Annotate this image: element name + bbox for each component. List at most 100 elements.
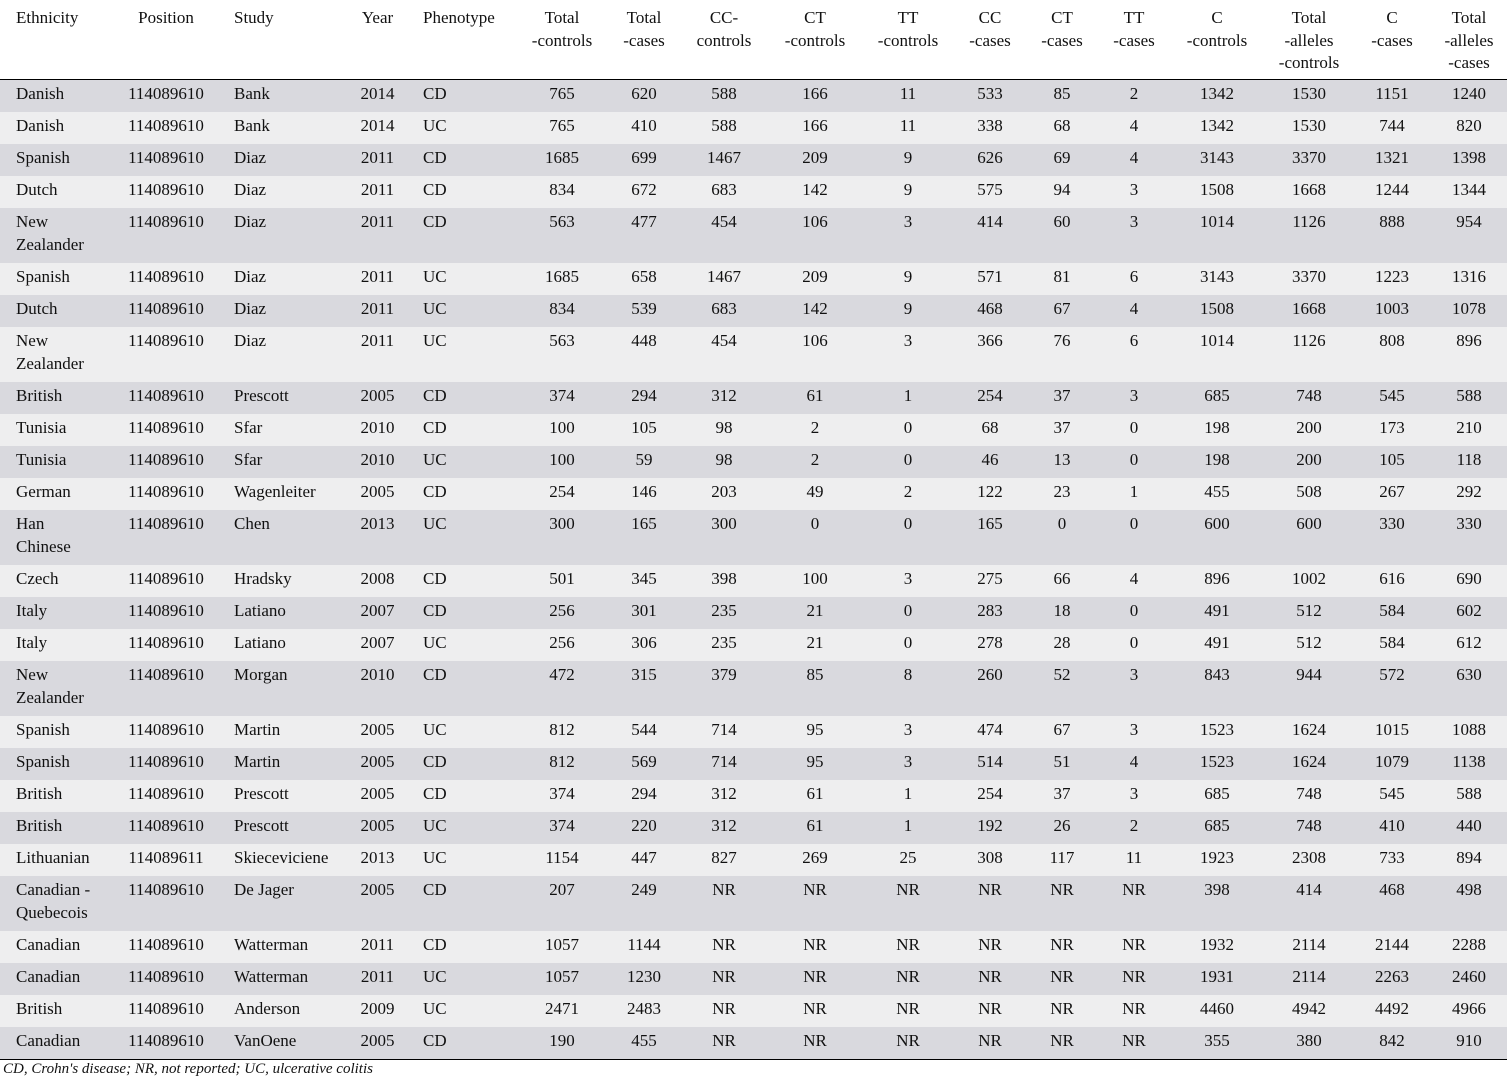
- table-cell: 21: [769, 629, 861, 661]
- table-cell: 308: [955, 844, 1025, 876]
- table-cell: 114089610: [110, 478, 222, 510]
- table-cell: 68: [955, 414, 1025, 446]
- table-cell: 114089610: [110, 144, 222, 176]
- cell-text: Italy: [16, 633, 48, 652]
- table-cell: New Zealander: [0, 661, 110, 716]
- table-cell: Anderson: [222, 995, 350, 1027]
- cell-text: Canadian: [16, 935, 81, 954]
- table-cell: 3: [1099, 780, 1169, 812]
- cell-text: British: [16, 386, 63, 405]
- table-cell: 690: [1431, 565, 1507, 597]
- table-cell: CD: [405, 780, 515, 812]
- table-cell: 198: [1169, 414, 1265, 446]
- table-cell: CD: [405, 79, 515, 112]
- table-cell: 165: [955, 510, 1025, 565]
- table-cell: 1316: [1431, 263, 1507, 295]
- column-header: C -controls: [1169, 0, 1265, 80]
- table-cell: 11: [1099, 844, 1169, 876]
- table-cell: NR: [955, 995, 1025, 1027]
- table-cell: NR: [1025, 1027, 1099, 1060]
- table-cell: 4: [1099, 748, 1169, 780]
- table-cell: 714: [679, 716, 769, 748]
- table-cell: NR: [1099, 876, 1169, 931]
- table-cell: 3143: [1169, 144, 1265, 176]
- table-cell: NR: [679, 876, 769, 931]
- cell-text: Tunisia: [16, 418, 67, 437]
- table-cell: 588: [1431, 780, 1507, 812]
- table-cell: 683: [679, 176, 769, 208]
- column-header: C -cases: [1353, 0, 1431, 80]
- table-cell: Morgan: [222, 661, 350, 716]
- table-cell: 2: [1099, 79, 1169, 112]
- table-cell: 2011: [350, 263, 405, 295]
- table-cell: 512: [1265, 629, 1353, 661]
- table-cell: NR: [1025, 931, 1099, 963]
- table-cell: 345: [609, 565, 679, 597]
- table-cell: CD: [405, 144, 515, 176]
- table-row: Spanish 114089610 Diaz 2011 UC 1685 658 1467 209…: [0, 263, 1507, 295]
- table-cell: 3: [861, 716, 955, 748]
- table-cell: 60: [1025, 208, 1099, 263]
- table-cell: 4: [1099, 565, 1169, 597]
- table-cell: NR: [955, 1027, 1025, 1060]
- table-cell: 94: [1025, 176, 1099, 208]
- table-cell: NR: [1099, 931, 1169, 963]
- table-cell: UC: [405, 995, 515, 1027]
- table-cell: 106: [769, 327, 861, 382]
- cell-text: Spanish: [16, 148, 70, 167]
- table-cell: 114089610: [110, 176, 222, 208]
- table-cell: 0: [861, 597, 955, 629]
- table-cell: 9: [861, 144, 955, 176]
- column-header: Year: [350, 0, 405, 80]
- table-cell: NR: [769, 1027, 861, 1060]
- table-cell: 294: [609, 382, 679, 414]
- table-cell: 672: [609, 176, 679, 208]
- table-cell: 414: [955, 208, 1025, 263]
- table-cell: 491: [1169, 629, 1265, 661]
- table-cell: 114089610: [110, 661, 222, 716]
- table-cell: 1244: [1353, 176, 1431, 208]
- table-cell: NR: [861, 963, 955, 995]
- table-cell: NR: [679, 931, 769, 963]
- table-row: Canadian 114089610 Watterman 2011 UC 1057 1230…: [0, 963, 1507, 995]
- table-cell: 398: [1169, 876, 1265, 931]
- table-cell: 2144: [1353, 931, 1431, 963]
- table-cell: 2: [1099, 812, 1169, 844]
- table-cell: 100: [515, 446, 609, 478]
- table-cell: 1321: [1353, 144, 1431, 176]
- table-cell: 472: [515, 661, 609, 716]
- cell-text: Canadian: [16, 967, 81, 986]
- table-cell: 2011: [350, 931, 405, 963]
- table-cell: 2010: [350, 661, 405, 716]
- table-row: Lithuanian 114089611 Skieceviciene 2013 UC 11…: [0, 844, 1507, 876]
- table-cell: 2013: [350, 844, 405, 876]
- table-row: Danish 114089610 Bank 2014 CD 765 620 588 166 11 5…: [0, 79, 1507, 112]
- table-cell: 235: [679, 597, 769, 629]
- table-cell: 380: [1265, 1027, 1353, 1060]
- table-cell: Diaz: [222, 295, 350, 327]
- table-cell: UC: [405, 812, 515, 844]
- table-cell: 455: [609, 1027, 679, 1060]
- table-cell: 896: [1169, 565, 1265, 597]
- table-cell: 4966: [1431, 995, 1507, 1027]
- table-cell: 67: [1025, 716, 1099, 748]
- table-cell: UC: [405, 446, 515, 478]
- table-cell: 37: [1025, 414, 1099, 446]
- table-cell: UC: [405, 112, 515, 144]
- table-cell: 1342: [1169, 79, 1265, 112]
- table-cell: 198: [1169, 446, 1265, 478]
- table-cell: 765: [515, 79, 609, 112]
- table-cell: 37: [1025, 382, 1099, 414]
- table-cell: NR: [769, 876, 861, 931]
- table-cell: 1508: [1169, 176, 1265, 208]
- table-cell: 3: [861, 327, 955, 382]
- table-cell: 2263: [1353, 963, 1431, 995]
- table-cell: Prescott: [222, 382, 350, 414]
- table-cell: 600: [1265, 510, 1353, 565]
- table-cell: 1079: [1353, 748, 1431, 780]
- table-cell: NR: [861, 931, 955, 963]
- table-cell: 1668: [1265, 295, 1353, 327]
- table-cell: 254: [515, 478, 609, 510]
- cell-text: German: [16, 482, 71, 501]
- table-row: Dutch 114089610 Diaz 2011 UC 834 539 683 142 9 468…: [0, 295, 1507, 327]
